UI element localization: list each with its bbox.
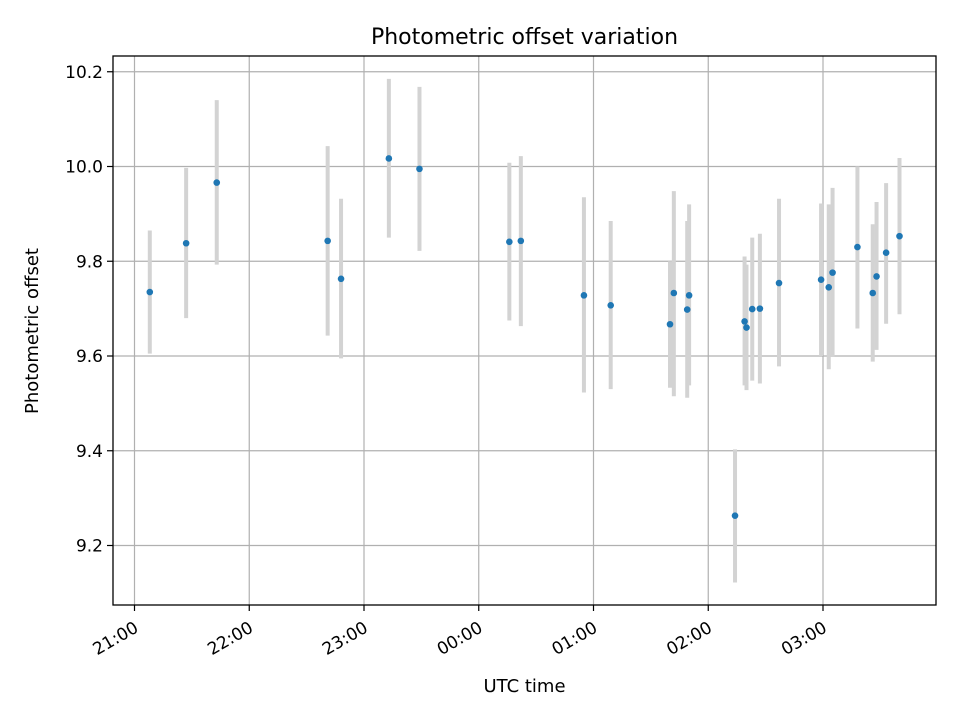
data-point — [743, 324, 750, 331]
data-point — [882, 249, 890, 257]
data-point — [146, 288, 154, 296]
y-axis-label: Photometric offset — [22, 248, 43, 414]
data-point — [817, 276, 825, 284]
y-tick-label: 9.4 — [76, 442, 103, 462]
error-bar-layer — [147, 78, 902, 583]
data-point — [869, 289, 877, 297]
data-point — [517, 237, 525, 245]
data-point — [748, 305, 756, 313]
tick-layer: 21:00 22:00 23:00 00:00 01:00 02:00 03:00 9.2 9.… — [65, 63, 830, 660]
data-point — [670, 289, 678, 297]
y-tick-label: 9.2 — [76, 537, 103, 557]
x-axis-label: UTC time — [483, 676, 565, 697]
data-point — [666, 320, 674, 328]
data-point — [825, 284, 833, 291]
data-point — [182, 239, 190, 247]
data-point — [829, 269, 836, 276]
data-point — [324, 237, 331, 245]
y-tick-label: 10.2 — [65, 63, 103, 83]
plot-frame — [112, 55, 937, 606]
x-tick-label: 22:00 — [204, 618, 256, 660]
point-layer — [146, 155, 903, 519]
x-tick-label: 00:00 — [434, 618, 486, 660]
data-point — [873, 273, 880, 280]
data-point — [607, 302, 615, 309]
data-point — [385, 155, 393, 162]
x-tick-label: 03:00 — [778, 618, 830, 660]
x-tick-label: 01:00 — [549, 618, 601, 660]
data-point — [506, 238, 513, 246]
data-point — [213, 179, 221, 186]
y-tick-label: 9.6 — [76, 347, 103, 367]
data-point — [854, 243, 861, 251]
data-point — [685, 292, 693, 299]
data-point — [731, 512, 739, 519]
x-tick-label: 23:00 — [319, 618, 371, 660]
x-tick-label: 02:00 — [663, 618, 715, 660]
grid-layer — [113, 56, 936, 605]
data-point — [896, 232, 903, 240]
data-point — [775, 279, 783, 287]
data-point — [741, 318, 748, 325]
data-point — [337, 275, 345, 283]
x-tick-label: 21:00 — [90, 618, 142, 660]
data-point — [580, 292, 588, 299]
chart-title: Photometric offset variation — [371, 25, 678, 50]
data-point — [756, 305, 764, 312]
data-point — [683, 306, 691, 313]
y-tick-label: 9.8 — [76, 252, 103, 272]
y-tick-label: 10.0 — [65, 158, 103, 178]
data-point — [416, 165, 423, 173]
